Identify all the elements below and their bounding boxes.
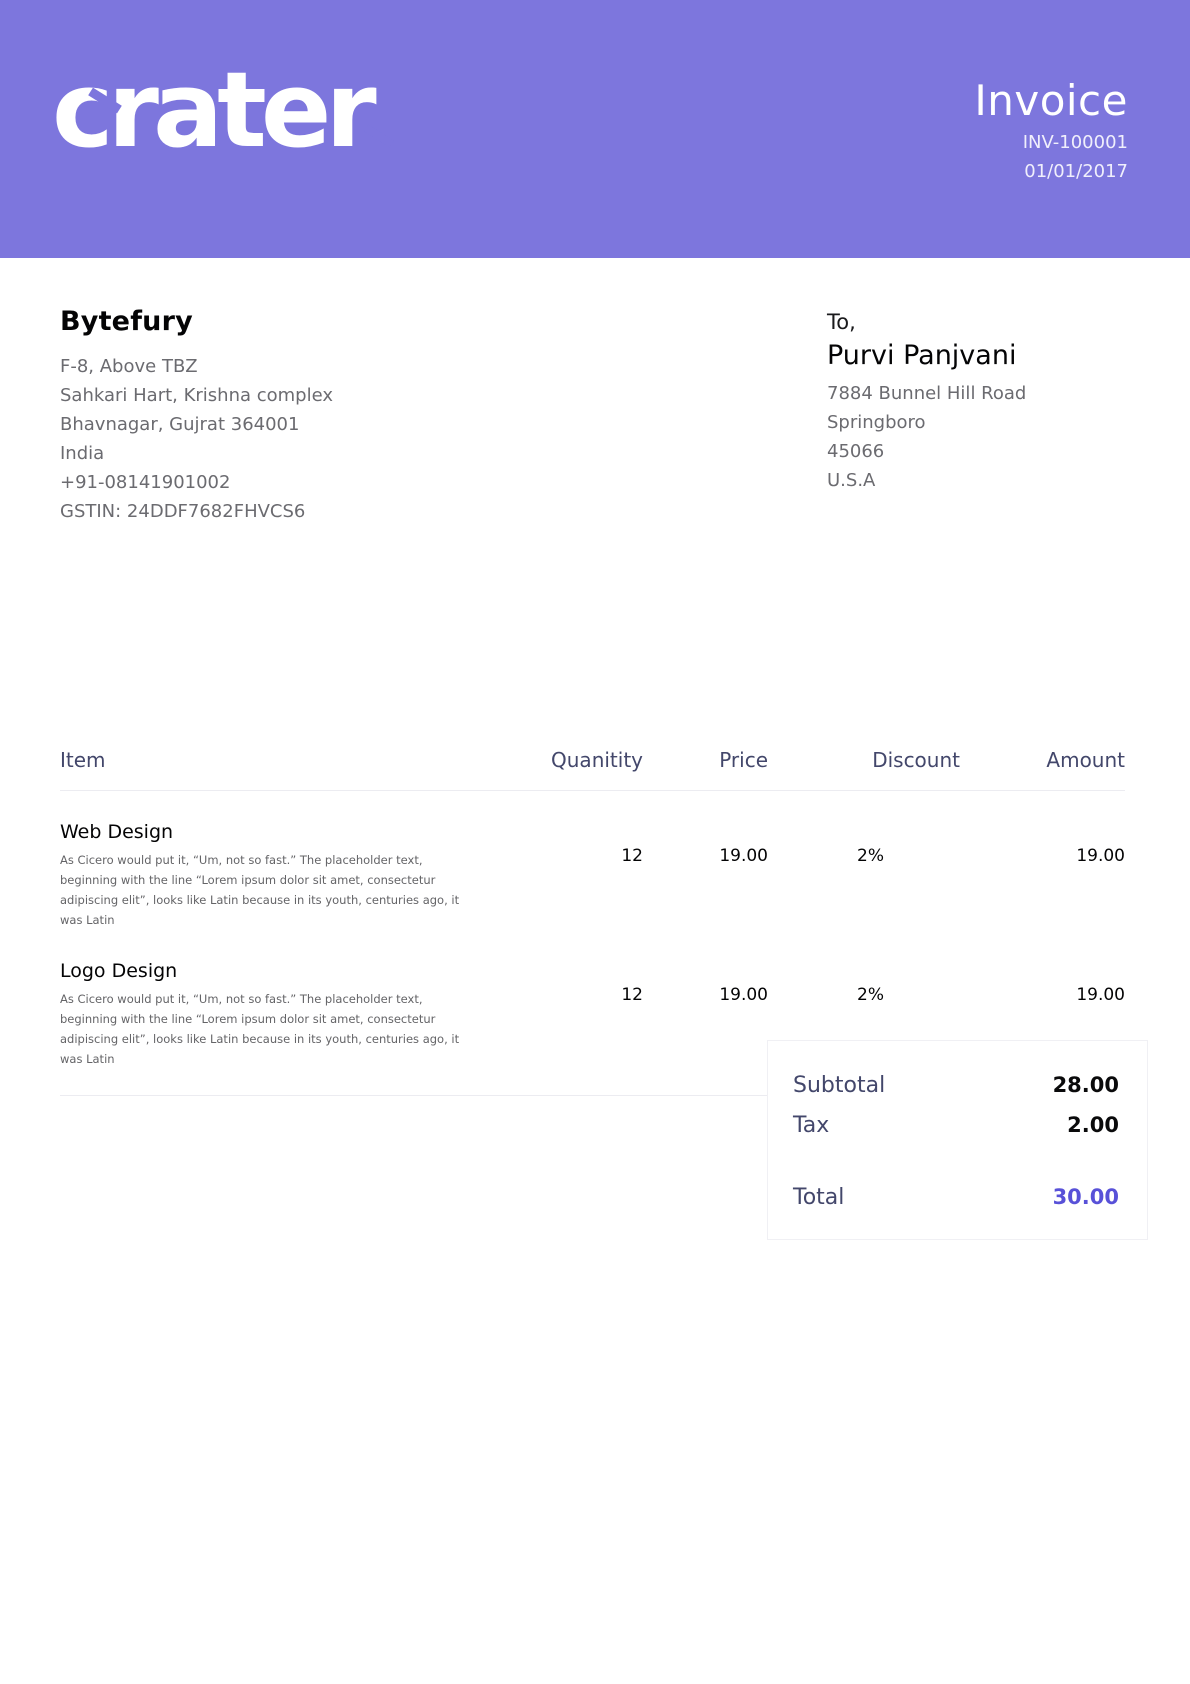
seller-address-line: F-8, Above TBZ: [60, 356, 198, 377]
tax-row: Tax 2.00: [793, 1113, 1119, 1138]
item-price: 19.00: [643, 930, 768, 1096]
seller-address-line: Bhavnagar, Gujrat 364001: [60, 414, 300, 435]
item-cell: Web Design As Cicero would put it, “Um, …: [60, 791, 497, 931]
tax-value: 2.00: [1067, 1113, 1119, 1137]
subtotal-row: Subtotal 28.00: [793, 1073, 1119, 1098]
invoice-title: Invoice: [974, 76, 1128, 125]
item-price: 19.00: [719, 846, 768, 866]
invoice-date: 01/01/2017: [1024, 160, 1128, 182]
buyer-address-line: 45066: [827, 441, 885, 462]
seller-address-line: Sahkari Hart, Krishna complex: [60, 385, 334, 406]
invoice-number: INV-100001: [1022, 132, 1128, 154]
buyer-to-label: To,: [827, 310, 856, 334]
seller-block: Bytefury F-8, Above TBZ Sahkari Hart, Kr…: [60, 306, 620, 526]
subtotal-value: 28.00: [1052, 1073, 1119, 1097]
totals-box: Subtotal 28.00 Tax 2.00 Total 30.00: [767, 1040, 1148, 1240]
column-header-item: Item: [60, 742, 497, 791]
seller-name: Bytefury: [60, 306, 193, 337]
item-quantity: 12: [621, 846, 643, 866]
invoice-meta: Invoice INV-100001 01/01/2017: [974, 76, 1128, 182]
column-header-quantity: Quanitity: [497, 742, 643, 791]
column-header-price: Price: [643, 742, 768, 791]
subtotal-label: Subtotal: [793, 1073, 886, 1098]
seller-address-line: India: [60, 443, 105, 464]
seller-address: F-8, Above TBZ Sahkari Hart, Krishna com…: [60, 352, 620, 526]
total-label: Total: [793, 1185, 845, 1210]
buyer-address-line: Springboro: [827, 412, 926, 433]
total-value: 30.00: [1052, 1185, 1119, 1209]
buyer-address-line: 7884 Bunnel Hill Road: [827, 383, 1027, 404]
item-description: As Cicero would put it, “Um, not so fast…: [60, 853, 460, 927]
tax-label: Tax: [793, 1113, 830, 1138]
item-quantity: 12: [497, 930, 643, 1096]
item-cell: Logo Design As Cicero would put it, “Um,…: [60, 930, 497, 1096]
seller-gstin: GSTIN: 24DDF7682FHVCS6: [60, 501, 306, 522]
buyer-address: 7884 Bunnel Hill Road Springboro 45066 U…: [827, 379, 1157, 495]
crater-logo: crater: [52, 49, 377, 171]
item-name: Web Design: [60, 821, 174, 843]
item-amount: 19.00: [1076, 846, 1125, 866]
header-band: crater Invoice INV-100001 01/01/2017: [0, 0, 1190, 258]
item-discount: 2%: [857, 846, 884, 866]
buyer-block: To, Purvi Panjvani 7884 Bunnel Hill Road…: [827, 310, 1157, 495]
buyer-name: Purvi Panjvani: [827, 340, 1017, 371]
item-name: Logo Design: [60, 960, 178, 982]
item-description: As Cicero would put it, “Um, not so fast…: [60, 992, 460, 1066]
column-header-discount: Discount: [768, 742, 960, 791]
total-row: Total 30.00: [793, 1185, 1119, 1210]
buyer-address-line: U.S.A: [827, 470, 876, 491]
items-table-header-row: Item Quanitity Price Discount Amount: [60, 742, 1125, 791]
seller-phone: +91-08141901002: [60, 472, 231, 493]
table-row: Web Design As Cicero would put it, “Um, …: [60, 791, 1125, 931]
column-header-amount: Amount: [960, 742, 1125, 791]
